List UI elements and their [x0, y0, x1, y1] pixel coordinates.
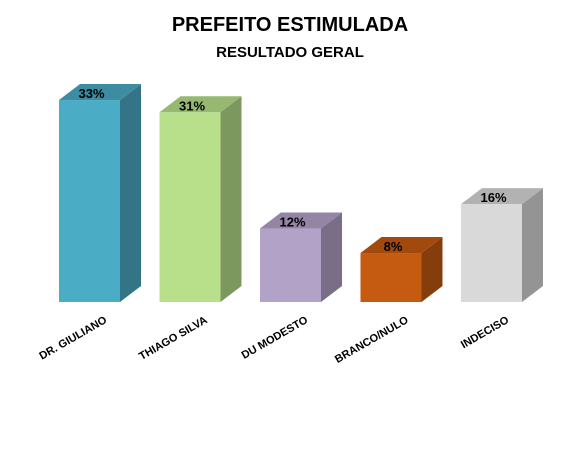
bar — [260, 228, 321, 302]
x-tick-label: DU MODESTO — [240, 314, 311, 362]
bar-top — [360, 237, 443, 254]
data-label: 8% — [384, 239, 403, 254]
chart-title: PREFEITO ESTIMULADA — [171, 14, 409, 36]
bar-side — [421, 237, 443, 302]
bar — [360, 253, 422, 302]
bar-side — [120, 84, 141, 302]
x-tick-label: THIAGO SILVA — [137, 314, 209, 363]
bar-side — [220, 96, 242, 302]
bar-top — [461, 188, 543, 205]
bar-top — [260, 212, 342, 229]
bar — [159, 112, 221, 302]
bar-side — [522, 188, 543, 302]
x-tick-label: DR. GIULIANO — [37, 314, 109, 363]
data-label: 31% — [179, 98, 205, 113]
bar-top — [159, 96, 242, 113]
bar-top — [59, 84, 141, 101]
x-tick-label: BRANCO/NULO — [333, 314, 411, 366]
bar — [59, 100, 120, 302]
data-label: 12% — [279, 215, 305, 230]
x-tick-label: INDECISO — [459, 314, 511, 351]
bar — [461, 204, 522, 302]
data-label: 16% — [480, 190, 506, 205]
bar-side — [321, 212, 342, 302]
chart-subtitle: RESULTADO GERAL — [216, 44, 364, 61]
data-label: 33% — [78, 86, 104, 101]
